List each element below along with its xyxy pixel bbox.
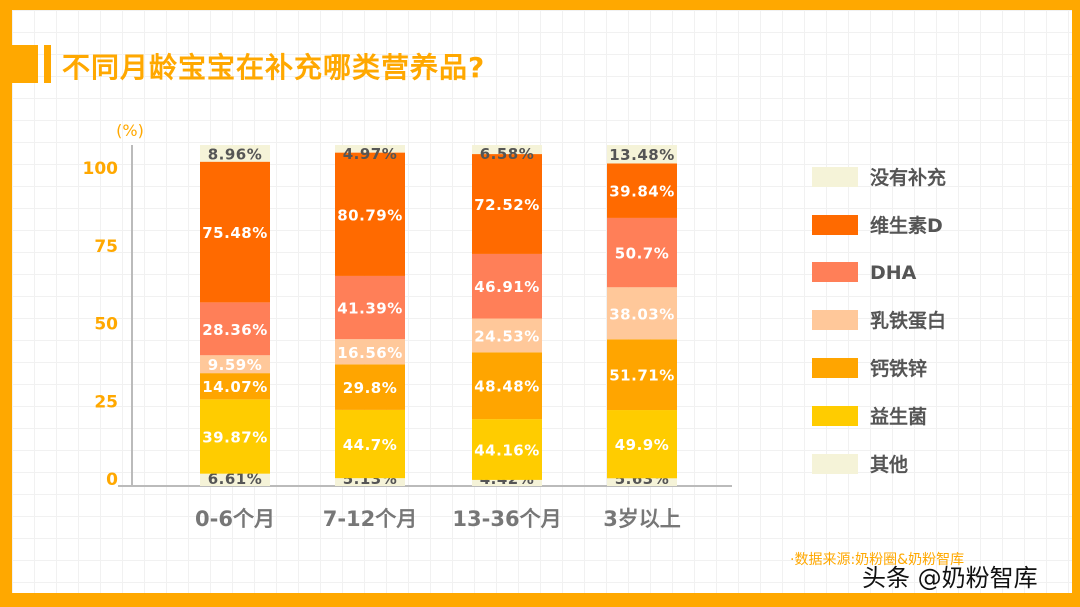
legend-label: 维生素D (870, 214, 943, 237)
watermark: 头条 @奶粉智库 (862, 564, 1038, 592)
y-tick-label: 75 (94, 237, 118, 257)
bar-segment (335, 364, 405, 410)
bar-segment (335, 478, 405, 486)
data-label: 13.48% (609, 146, 674, 164)
legend-swatch (812, 262, 858, 282)
bar-segment (335, 152, 405, 276)
data-label: 39.84% (609, 183, 674, 201)
bar-segment (200, 145, 270, 162)
data-label: 14.07% (202, 378, 267, 396)
title-accent-block (12, 45, 38, 83)
data-label: 38.03% (609, 305, 674, 323)
data-label: 6.61% (208, 470, 263, 488)
bar-segment (200, 399, 270, 474)
data-label: 39.87% (202, 429, 267, 447)
y-tick-label: 50 (94, 315, 118, 335)
data-label: 49.9% (615, 436, 670, 454)
legend-label: 钙铁锌 (870, 357, 927, 380)
y-axis-label: (%) (116, 121, 144, 140)
bar-segment (607, 217, 677, 288)
data-label: 29.8% (343, 379, 398, 397)
data-label: 4.97% (343, 145, 398, 163)
bar-segment (472, 419, 542, 480)
bar-segment (472, 145, 542, 155)
bar-segment (200, 373, 270, 400)
x-tick-label: 3岁以上 (603, 507, 681, 531)
y-tick-label: 25 (94, 392, 118, 412)
data-label: 80.79% (337, 206, 402, 224)
bar-segment (472, 479, 542, 486)
bar-segment (335, 409, 405, 479)
y-tick-label: 0 (106, 470, 118, 490)
data-label: 46.91% (474, 278, 539, 296)
legend-swatch (812, 310, 858, 330)
bar-segment (607, 287, 677, 340)
legend-label: 乳铁蛋白 (870, 309, 946, 332)
legend-swatch (812, 358, 858, 378)
data-label: 16.56% (337, 344, 402, 362)
legend-swatch (812, 215, 858, 235)
data-label: 9.59% (208, 356, 263, 374)
legend-swatch (812, 454, 858, 474)
title-accent-stripe (44, 45, 51, 83)
bar-segment (200, 161, 270, 303)
bar-segment (200, 302, 270, 356)
x-tick-label: 7-12个月 (323, 507, 418, 531)
bar-segment (335, 145, 405, 153)
bar-segment (607, 478, 677, 486)
bar-segment (335, 339, 405, 365)
bar-segment (607, 410, 677, 479)
legend-label: 没有补充 (870, 166, 946, 189)
legend-label: DHA (870, 262, 917, 284)
data-label: 75.48% (202, 224, 267, 242)
data-source: ·数据来源:奶粉圈&奶粉智库 (790, 552, 965, 568)
legend-label: 益生菌 (870, 405, 927, 428)
bar-segment (472, 318, 542, 353)
data-label: 28.36% (202, 321, 267, 339)
bar-segment (607, 163, 677, 218)
data-label: 44.7% (343, 436, 398, 454)
bar-segment (607, 145, 677, 164)
y-tick-label: 100 (83, 159, 119, 179)
x-tick-label: 13-36个月 (452, 507, 561, 531)
bar-segment (472, 253, 542, 319)
bar-segment (472, 154, 542, 254)
bar-segment (200, 473, 270, 486)
bar-segment (200, 355, 270, 374)
data-label: 51.71% (609, 367, 674, 385)
bar-segment (472, 352, 542, 420)
data-label: 6.58% (480, 145, 535, 163)
bar-segment (607, 339, 677, 411)
bar-segment (335, 275, 405, 340)
chart-title: 不同月龄宝宝在补充哪类营养品? (62, 51, 486, 84)
data-label: 44.16% (474, 442, 539, 460)
legend-swatch (812, 167, 858, 187)
data-label: 72.52% (474, 196, 539, 214)
legend-label: 其他 (870, 453, 908, 476)
data-label: 41.39% (337, 300, 402, 318)
data-label: 8.96% (208, 145, 263, 163)
data-label: 48.48% (474, 378, 539, 396)
data-label: 24.53% (474, 327, 539, 345)
data-label: 50.7% (615, 245, 670, 263)
x-tick-label: 0-6个月 (195, 507, 275, 531)
legend-swatch (812, 406, 858, 426)
